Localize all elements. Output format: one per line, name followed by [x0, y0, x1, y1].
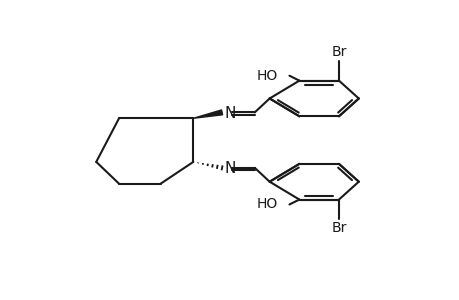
Text: Br: Br — [330, 221, 346, 235]
Text: N: N — [224, 106, 235, 121]
Text: HO: HO — [256, 197, 277, 212]
Text: HO: HO — [256, 69, 277, 83]
Polygon shape — [193, 110, 222, 118]
Text: Br: Br — [330, 45, 346, 59]
Text: N: N — [224, 161, 235, 176]
